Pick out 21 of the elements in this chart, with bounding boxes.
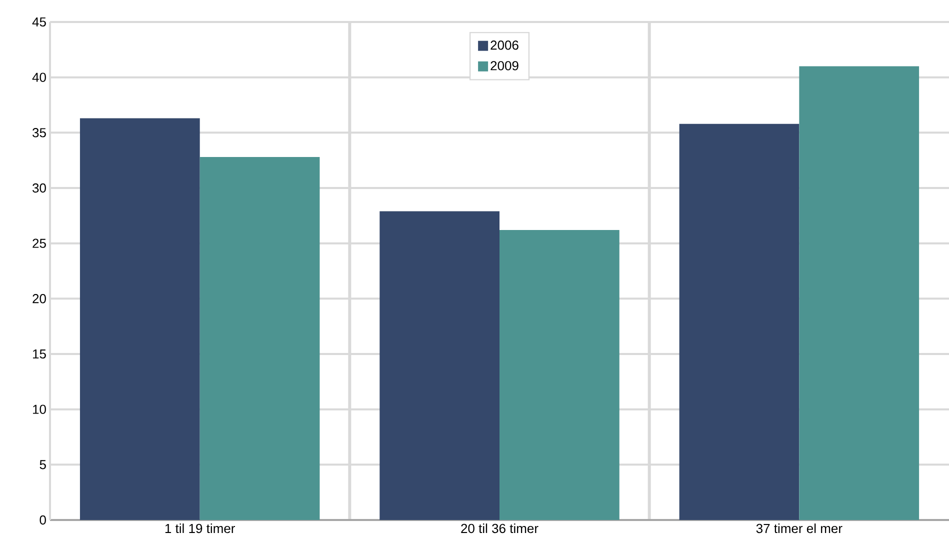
y-tick-label: 0: [40, 515, 46, 525]
bar: [799, 66, 920, 520]
x-tick-label: 1 til 19 timer: [165, 524, 235, 534]
y-tick-label: 10: [33, 404, 46, 414]
legend-label: 2009: [490, 61, 518, 70]
y-tick-label: 40: [32, 72, 46, 82]
y-tick-label: 25: [32, 238, 46, 248]
bar: [80, 118, 200, 520]
y-tick-label: 5: [40, 460, 46, 470]
y-tick-label: 15: [33, 349, 46, 359]
bar: [380, 211, 500, 520]
bar: [200, 157, 320, 520]
x-tick-label: 20 til 36 timer: [461, 524, 538, 534]
x-tick-label: 37 timer el mer: [756, 524, 842, 534]
y-tick-label: 45: [32, 17, 46, 27]
y-tick-label: 35: [32, 128, 46, 138]
y-tick-label: 30: [32, 183, 46, 193]
y-tick-label: 20: [32, 294, 46, 304]
bar: [500, 230, 620, 520]
bar: [679, 124, 800, 520]
legend-label: 2006: [490, 40, 518, 50]
